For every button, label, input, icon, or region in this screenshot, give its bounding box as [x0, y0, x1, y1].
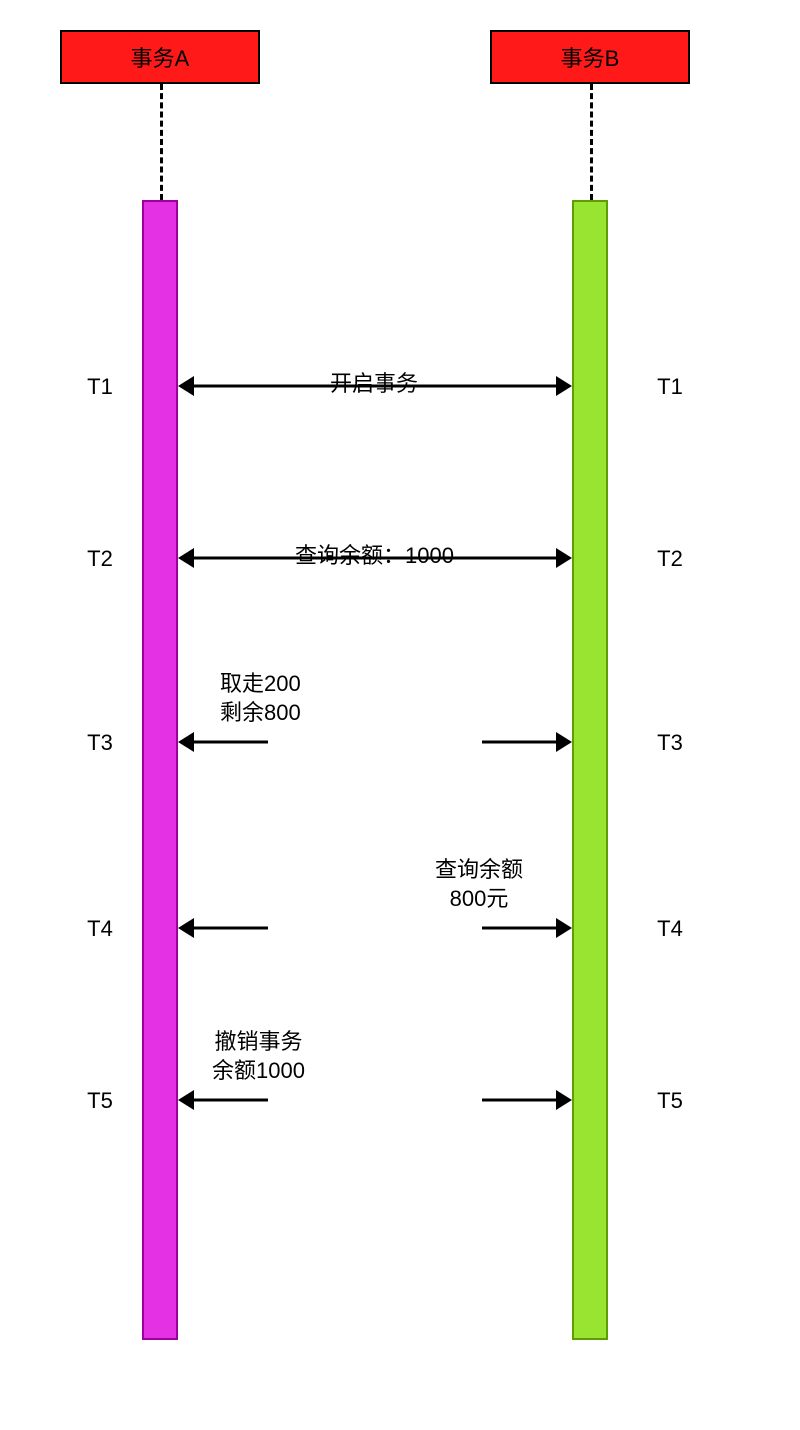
- lifeline-a: [142, 200, 178, 1340]
- step-right-t4: T4: [640, 916, 700, 942]
- dashed-connector-a: [160, 84, 163, 200]
- step-right-t5: T5: [640, 1088, 700, 1114]
- step-right-t2: T2: [640, 546, 700, 572]
- transaction-a-header: 事务A: [60, 30, 260, 84]
- step-left-t4: T4: [70, 916, 130, 942]
- step-left-t3: T3: [70, 730, 130, 756]
- transaction-b-label: 事务B: [561, 41, 620, 73]
- message-t5-label: 撤销事务 余额1000: [212, 1028, 305, 1085]
- message-t1-label: 开启事务: [330, 370, 418, 399]
- step-right-t1: T1: [640, 374, 700, 400]
- step-left-t1: T1: [70, 374, 130, 400]
- message-t2-label: 查询余额：1000: [295, 542, 454, 571]
- message-t3-label: 取走200 剩余800: [220, 670, 301, 727]
- step-right-t3: T3: [640, 730, 700, 756]
- dashed-connector-b: [590, 84, 593, 200]
- step-left-t2: T2: [70, 546, 130, 572]
- step-left-t5: T5: [70, 1088, 130, 1114]
- arrows-layer: [0, 0, 800, 1430]
- lifeline-b: [572, 200, 608, 1340]
- transaction-a-label: 事务A: [131, 41, 190, 73]
- message-t4-label: 查询余额 800元: [435, 856, 523, 913]
- transaction-b-header: 事务B: [490, 30, 690, 84]
